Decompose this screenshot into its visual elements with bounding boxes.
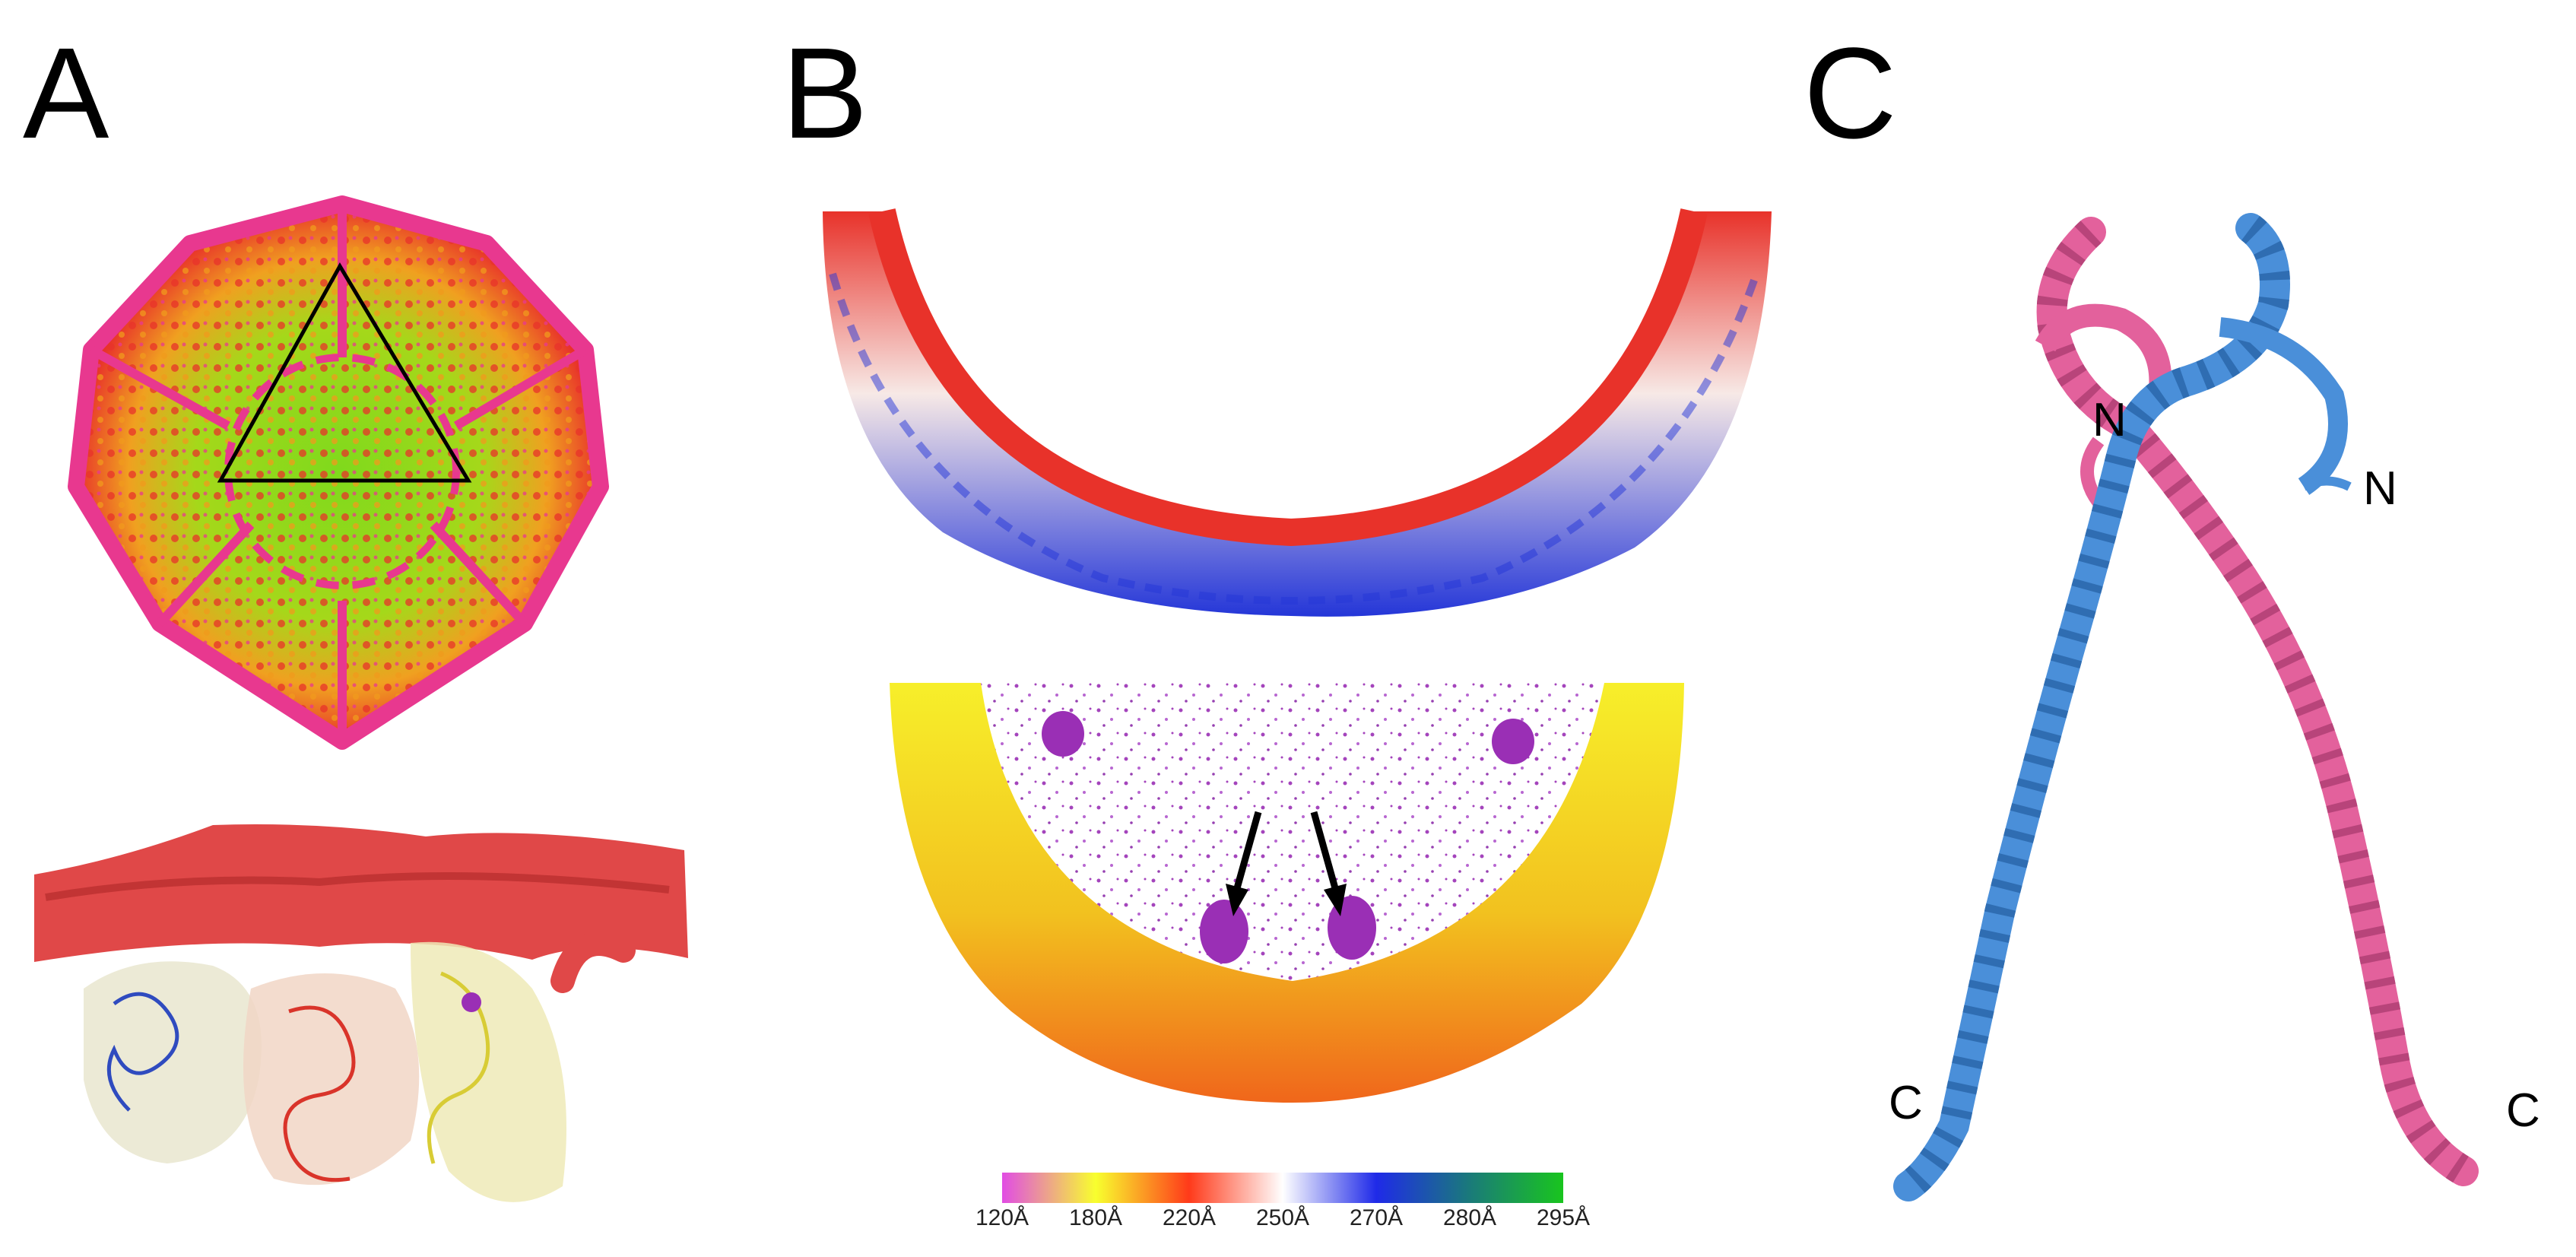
helix-pink-ribbon [2035,217,2479,1186]
c-terminus-label-right: C [2506,1084,2540,1137]
colorbar-tick-label: 180Å [1068,1205,1123,1230]
radial-colorbar [1002,1173,1563,1203]
colorbar-tick-label: 250Å [1255,1205,1310,1230]
colorbar-tick-label: 295Å [1536,1205,1591,1230]
c-terminus-label-left: C [1889,1077,1923,1129]
density-slab-render [34,824,688,1202]
colorbar-tick-label: 120Å [975,1205,1029,1230]
panel-b-letter: B [782,21,868,166]
colorbar-tick-label: 270Å [1349,1205,1404,1230]
panel-c-letter: C [1804,21,1897,166]
asymmetric-unit-triangle [217,262,472,483]
inner-density-render [890,683,1684,1103]
n-terminus-label-right: N [2363,462,2397,515]
colorbar-tick-label: 280Å [1442,1205,1497,1230]
pointer-arrows [1226,811,1347,916]
colorbar-tick-label: 220Å [1162,1205,1217,1230]
n-terminus-label-left: N [2092,394,2127,446]
panel-a-letter: A [23,21,109,166]
shell-cross-section-render [823,208,1772,617]
helix-blue-ribbon [1893,213,2352,1201]
capsid-surface-render [68,195,609,750]
